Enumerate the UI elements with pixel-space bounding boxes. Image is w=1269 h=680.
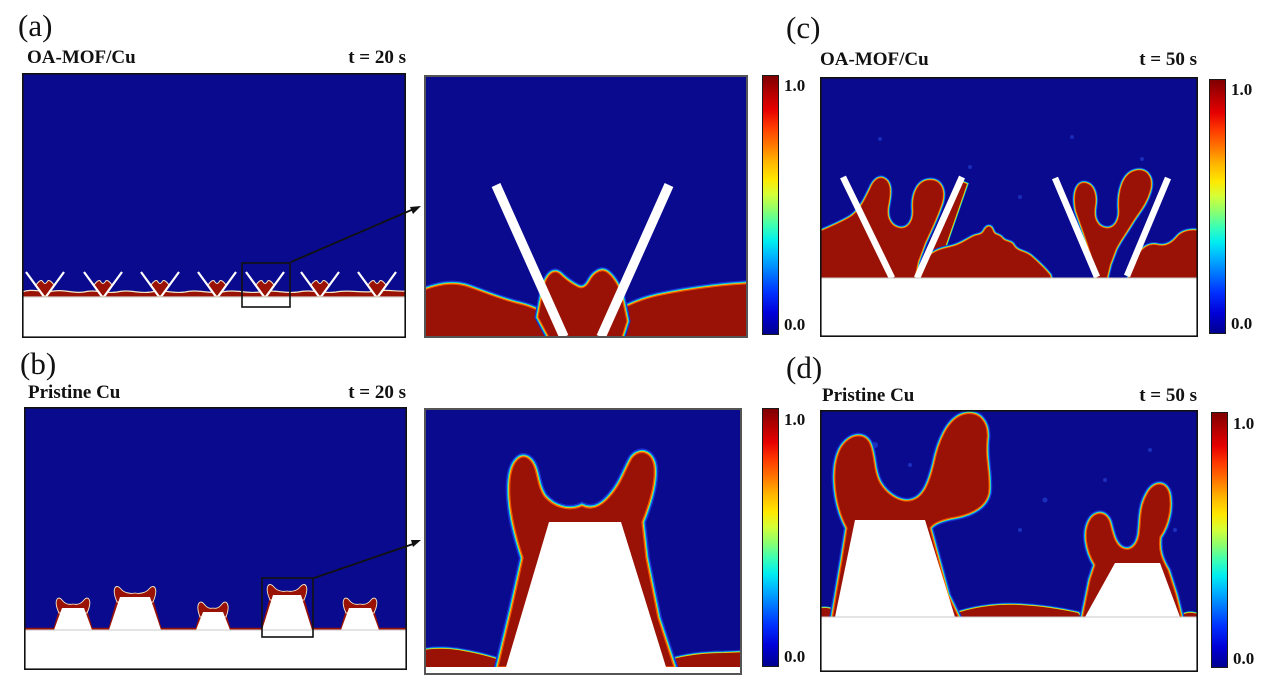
trapezoid-pillar-large	[835, 520, 955, 617]
panel-a-simulation-image	[22, 73, 406, 338]
panel-a-title: OA-MOF/Cu	[27, 47, 136, 68]
colorbar-a	[762, 75, 779, 335]
jet-gradient	[763, 76, 778, 334]
panel-d-title: Pristine Cu	[822, 385, 915, 406]
substrate-region	[22, 297, 406, 338]
colorbar-d-max-label: 1.0	[1233, 414, 1255, 433]
panel-c-title: OA-MOF/Cu	[820, 49, 929, 70]
electrolyte-region	[24, 407, 407, 630]
trapezoid-pillar-small	[1085, 563, 1180, 617]
trapezoid-pillar-array	[53, 584, 380, 630]
colorbar-a-max-label: 1.0	[784, 76, 806, 95]
colorbar-c-min-label: 0.0	[1231, 314, 1253, 333]
zoom-highlight-box	[241, 262, 291, 308]
zoom-highlight-box	[261, 577, 314, 638]
panel-c-letter: (c)	[786, 10, 821, 45]
jet-gradient	[1212, 413, 1227, 667]
panel-border	[24, 407, 407, 670]
panel-c-time-label: t = 50 s	[1139, 49, 1197, 70]
electrolyte-region	[22, 73, 406, 297]
panel-a-time-label: t = 20 s	[348, 47, 406, 68]
panel-b-time-label: t = 20 s	[348, 382, 406, 403]
jet-gradient	[763, 409, 778, 666]
trapezoid-pillar	[506, 522, 666, 667]
v-groove-walls	[491, 183, 674, 338]
colorbar-d-min-label: 0.0	[1233, 649, 1255, 668]
panel-b-inset-image	[424, 408, 742, 675]
colorbar-c	[1209, 79, 1226, 334]
substrate-region	[820, 617, 1198, 672]
colorbar-b-max-label: 1.0	[784, 410, 806, 429]
panel-border	[820, 77, 1198, 337]
panel-d-simulation-image	[820, 410, 1198, 672]
substrate-region	[820, 278, 1198, 337]
v-groove-array	[25, 271, 397, 297]
colorbar-b-min-label: 0.0	[784, 647, 806, 666]
panel-border	[22, 73, 406, 338]
substrate-sliver	[424, 667, 742, 675]
colorbar-c-max-label: 1.0	[1231, 80, 1253, 99]
panel-a-letter: (a)	[18, 8, 53, 43]
panel-b-simulation-image	[24, 407, 407, 670]
panel-a-inset-image	[424, 75, 748, 338]
inset-border	[424, 408, 742, 675]
colorbar-b	[762, 408, 779, 667]
jet-gradient	[1210, 80, 1225, 333]
substrate-region	[24, 630, 407, 670]
panel-d-time-label: t = 50 s	[1139, 385, 1197, 406]
panel-border	[820, 410, 1198, 672]
panel-c-simulation-image	[820, 77, 1198, 337]
colorbar-a-min-label: 0.0	[784, 315, 806, 334]
panel-b-title: Pristine Cu	[28, 382, 121, 403]
panel-b-letter: (b)	[20, 346, 57, 381]
noise-speckles	[878, 135, 1144, 199]
inset-border	[424, 75, 748, 338]
v-groove-walls	[840, 175, 1171, 280]
colorbar-d	[1211, 412, 1228, 668]
panel-d-letter: (d)	[786, 350, 823, 385]
